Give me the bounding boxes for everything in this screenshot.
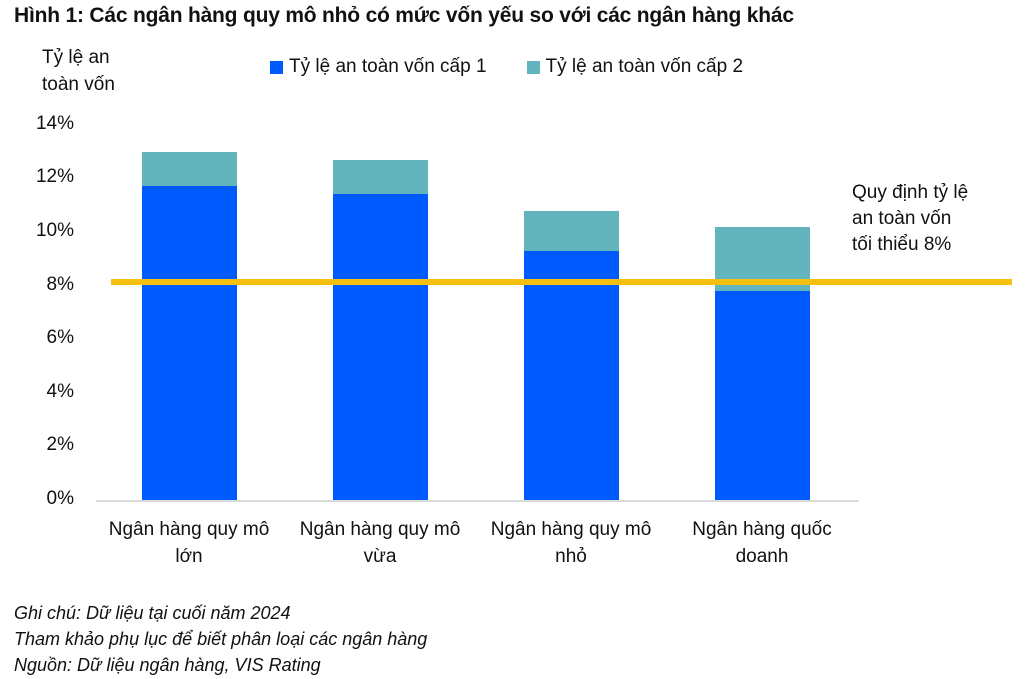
y-tick-label: 4% [46,380,74,402]
y-tick-label: 10% [35,220,74,241]
legend-swatch-tier1 [270,60,283,74]
x-tick-label-line: nhỏ [555,546,587,567]
x-tick-label-line: lớn [175,546,203,567]
x-tick-label-line: Ngân hàng quốc [692,519,832,540]
note-data-date: Ghi chú: Dữ liệu tại cuối năm 2024 [14,603,291,623]
bar-segment-tier1 [524,250,619,500]
bar-stack [524,210,619,500]
y-tick-label: 0% [46,488,74,509]
bar-stack [142,151,237,500]
x-tick-label-line: doanh [735,546,789,567]
y-axis-label: Tỷ lệ an toàn vốn [42,44,152,98]
x-tick-label: Ngân hàng quy mô nhỏ [476,516,666,570]
legend-label-tier2: Tỷ lệ an toàn vốn cấp 2 [545,56,744,77]
x-axis-line [96,500,859,502]
reference-label-line-1: Quy định tỷ lệ [852,182,969,203]
legend-item-tier2: Tỷ lệ an toàn vốn cấp 2 [526,56,744,78]
y-tick-label: 14% [35,112,74,134]
bar-segment-tier1 [333,194,428,500]
bar-stack [715,226,810,500]
reference-label-line-2: an toàn vốn [852,208,952,229]
y-tick-label: 12% [35,166,74,188]
bar-stack [333,159,428,500]
x-tick-label-line: Ngân hàng quy mô [490,519,652,540]
x-tick-label-line: Ngân hàng quy mô [299,519,461,540]
x-tick-label: Ngân hàng quy mô lớn [94,516,284,570]
y-tick-label: 8% [46,273,74,295]
y-tick-label: 2% [46,434,74,456]
x-tick-label-line: Ngân hàng quy mô [108,519,270,540]
reference-line-label: Quy định tỷ lệ an toàn vốn tối thiểu 8% [852,180,1022,258]
bar-segment-tier2 [524,210,619,251]
note-appendix: Tham khảo phụ lục để biết phân loại các … [14,629,428,649]
x-tick-label: Ngân hàng quốc doanh [667,516,857,570]
x-tick-label: Ngân hàng quy mô vừa [285,516,475,570]
bar-segment-tier1 [715,290,810,500]
chart-title: Hình 1: Các ngân hàng quy mô nhỏ có mức … [14,4,794,27]
reference-line-8pct [111,279,1012,285]
y-axis-label-line-1: Tỷ lệ an [42,47,110,68]
legend-swatch-tier2 [526,60,540,74]
footnotes: Ghi chú: Dữ liệu tại cuối năm 2024 Tham … [14,600,427,678]
bar-segment-tier2 [333,159,428,195]
bar-segment-tier2 [142,151,237,187]
reference-label-line-3: tối thiểu 8% [852,234,952,255]
legend: Tỷ lệ an toàn vốn cấp 1 Tỷ lệ an toàn vố… [270,56,743,78]
note-source: Nguồn: Dữ liệu ngân hàng, VIS Rating [14,655,321,675]
legend-item-tier1: Tỷ lệ an toàn vốn cấp 1 [270,56,487,78]
y-tick-label: 6% [46,327,74,349]
y-axis-label-line-2: toàn vốn [42,74,115,95]
x-tick-label-line: vừa [363,546,397,567]
bar-segment-tier1 [142,186,237,500]
legend-label-tier1: Tỷ lệ an toàn vốn cấp 1 [289,56,487,77]
